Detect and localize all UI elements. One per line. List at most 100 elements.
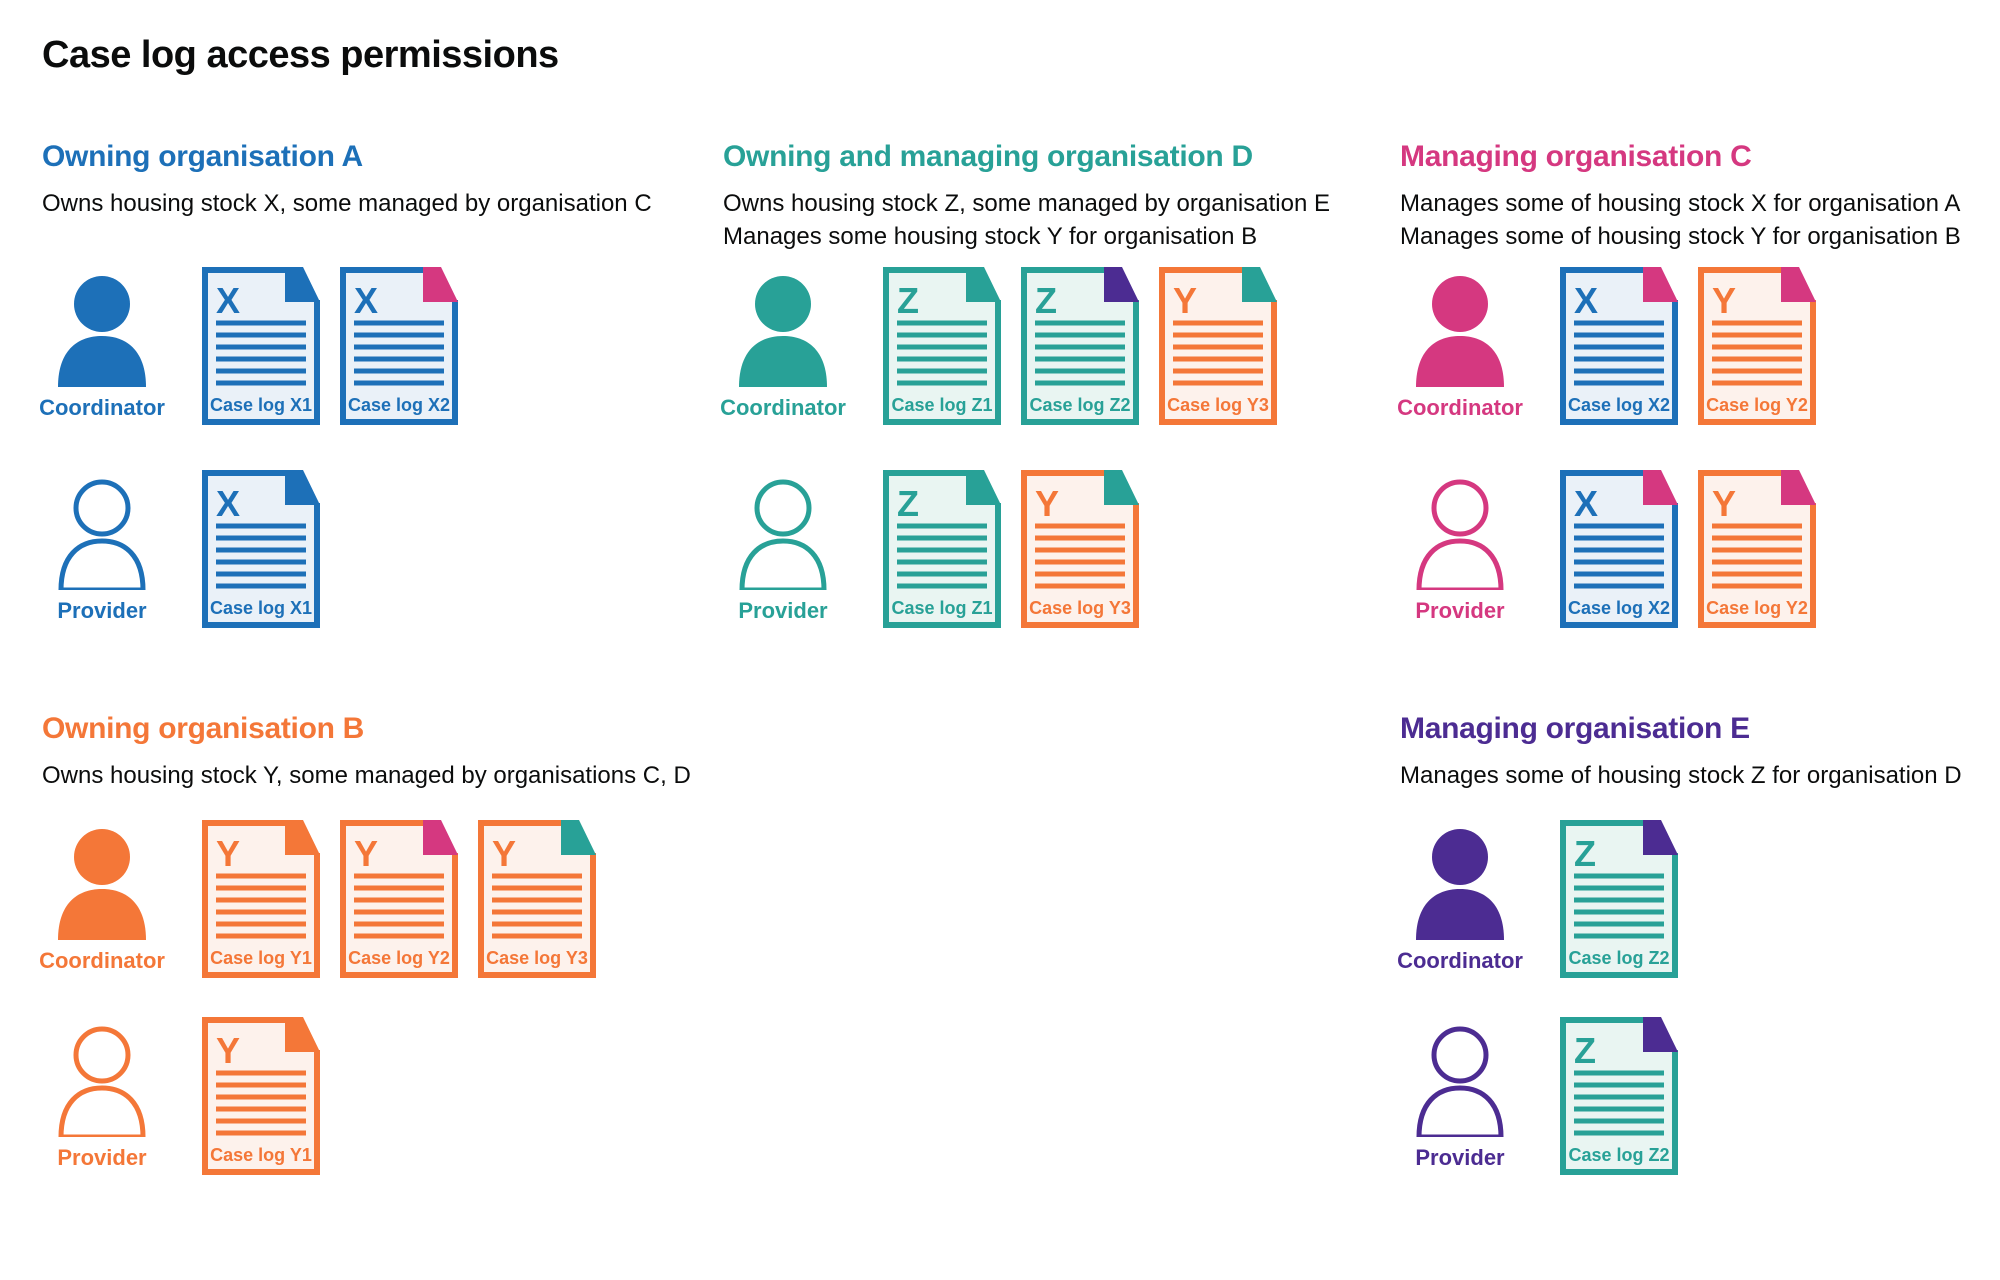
doc-letter: X <box>216 483 240 524</box>
case-log-docs: Z Case log Z1 Y Case log Y3 <box>883 470 1139 628</box>
coordinator-label: Coordinator <box>720 395 846 420</box>
section-org-a: Owning organisation A Owns housing stock … <box>39 140 712 700</box>
coordinator-label: Coordinator <box>1397 948 1523 973</box>
provider-figure: Provider <box>42 1017 162 1171</box>
provider-figure: Provider <box>1400 1017 1520 1171</box>
case-log-doc-icon: Z Case log Z1 <box>883 267 1001 425</box>
doc-label: Case log Z2 <box>1568 1145 1669 1165</box>
coordinator-row: Coordinator Z Case log Z2 <box>1397 820 1678 978</box>
doc-label: Case log X2 <box>1568 395 1670 415</box>
provider-icon <box>1416 479 1504 590</box>
provider-row: Provider X Case log X2 Y Case log Y2 <box>1400 470 1816 628</box>
coordinator-label: Coordinator <box>1397 395 1523 420</box>
case-log-docs: Y Case log Y1 Y Case log Y2 Y Case log Y3 <box>202 820 596 978</box>
case-log-docs: X Case log X2 Y Case log Y2 <box>1560 267 1816 425</box>
section-org-d: Owning and managing organisation D Owns h… <box>720 140 1393 700</box>
doc-letter: Z <box>897 280 919 321</box>
case-log-doc-icon: X Case log X2 <box>1560 267 1678 425</box>
case-log-doc-icon: Z Case log Z1 <box>883 470 1001 628</box>
folded-corner-icon <box>966 470 1001 505</box>
folded-corner-icon <box>423 267 458 302</box>
doc-label: Case log Y1 <box>210 948 312 968</box>
coordinator-icon <box>1416 276 1504 387</box>
doc-label: Case log X1 <box>210 598 312 618</box>
coordinator-icon <box>58 276 146 387</box>
case-log-doc-icon: Y Case log Y2 <box>1698 267 1816 425</box>
folded-corner-icon <box>1781 470 1816 505</box>
doc-letter: Z <box>1574 833 1596 874</box>
case-log-doc-icon: X Case log X2 <box>1560 470 1678 628</box>
doc-label: Case log Z1 <box>891 598 992 618</box>
description-line: Owns housing stock Y, some managed by or… <box>42 762 691 789</box>
doc-label: Case log X2 <box>348 395 450 415</box>
doc-label: Case log X1 <box>210 395 312 415</box>
doc-letter: Y <box>1712 483 1736 524</box>
doc-label: Case log Y1 <box>210 1145 312 1165</box>
doc-label: Case log Z2 <box>1568 948 1669 968</box>
provider-icon <box>1416 1026 1504 1137</box>
case-log-doc-icon: Z Case log Z2 <box>1560 1017 1678 1175</box>
case-log-doc-icon: Z Case log Z2 <box>1021 267 1139 425</box>
case-log-doc-icon: Y Case log Y3 <box>1021 470 1139 628</box>
case-log-docs: X Case log X1 <box>202 470 320 628</box>
case-log-docs: Z Case log Z2 <box>1560 820 1678 978</box>
case-log-doc-icon: Y Case log Y3 <box>1159 267 1277 425</box>
doc-label: Case log Y3 <box>1167 395 1269 415</box>
doc-letter: Y <box>1173 280 1197 321</box>
doc-label: Case log Z1 <box>891 395 992 415</box>
coordinator-icon <box>58 829 146 940</box>
description-line: Owns housing stock Z, some managed by or… <box>723 190 1330 217</box>
section-description: Manages some of housing stock Z for orga… <box>1400 759 1990 792</box>
folded-corner-icon <box>1643 820 1678 855</box>
folded-corner-icon <box>285 470 320 505</box>
coordinator-figure: Coordinator <box>39 267 165 421</box>
case-log-doc-icon: Y Case log Y2 <box>340 820 458 978</box>
doc-letter: X <box>216 280 240 321</box>
coordinator-label: Coordinator <box>39 948 165 973</box>
provider-label: Provider <box>1415 598 1505 623</box>
provider-row: Provider Z Case log Z2 <box>1400 1017 1678 1175</box>
case-log-doc-icon: Y Case log Y1 <box>202 1017 320 1175</box>
folded-corner-icon <box>1781 267 1816 302</box>
coordinator-icon <box>739 276 827 387</box>
section-org-c: Managing organisation C Manages some of h… <box>1397 140 1990 700</box>
doc-letter: Z <box>1574 1030 1596 1071</box>
provider-row: Provider Z Case log Z1 Y Case log Y3 <box>723 470 1139 628</box>
doc-label: Case log Y3 <box>486 948 588 968</box>
doc-letter: X <box>354 280 378 321</box>
case-log-docs: X Case log X2 Y Case log Y2 <box>1560 470 1816 628</box>
description-line: Manages some of housing stock Y for orga… <box>1400 223 1961 250</box>
case-log-doc-icon: X Case log X1 <box>202 470 320 628</box>
case-log-doc-icon: Y Case log Y1 <box>202 820 320 978</box>
coordinator-icon <box>1416 829 1504 940</box>
provider-figure: Provider <box>1400 470 1520 624</box>
case-log-docs: X Case log X1 X Case log X2 <box>202 267 458 425</box>
coordinator-figure: Coordinator <box>1397 267 1523 421</box>
provider-label: Provider <box>57 1145 147 1170</box>
folded-corner-icon <box>285 1017 320 1052</box>
description-line: Manages some housing stock Y for organis… <box>723 223 1258 250</box>
doc-label: Case log X2 <box>1568 598 1670 618</box>
folded-corner-icon <box>1643 267 1678 302</box>
folded-corner-icon <box>285 820 320 855</box>
coordinator-figure: Coordinator <box>1397 820 1523 974</box>
provider-icon <box>58 479 146 590</box>
folded-corner-icon <box>1643 1017 1678 1052</box>
coordinator-row: Coordinator Z Case log Z1 Z Case log Z2 Y Case… <box>720 267 1277 425</box>
case-log-doc-icon: Y Case log Y3 <box>478 820 596 978</box>
provider-icon <box>739 479 827 590</box>
provider-label: Provider <box>1415 1145 1505 1170</box>
folded-corner-icon <box>1242 267 1277 302</box>
section-org-e: Managing organisation E Manages some of h… <box>1397 712 1990 1272</box>
doc-label: Case log Y2 <box>1706 395 1808 415</box>
coordinator-figure: Coordinator <box>720 267 846 421</box>
provider-label: Provider <box>738 598 828 623</box>
case-log-docs: Z Case log Z1 Z Case log Z2 Y Case log Y3 <box>883 267 1277 425</box>
doc-letter: X <box>1574 483 1598 524</box>
doc-label: Case log Y2 <box>1706 598 1808 618</box>
folded-corner-icon <box>966 267 1001 302</box>
doc-letter: Y <box>354 833 378 874</box>
description-line: Owns housing stock X, some managed by or… <box>42 190 652 217</box>
page-title: Case log access permissions <box>42 34 559 76</box>
